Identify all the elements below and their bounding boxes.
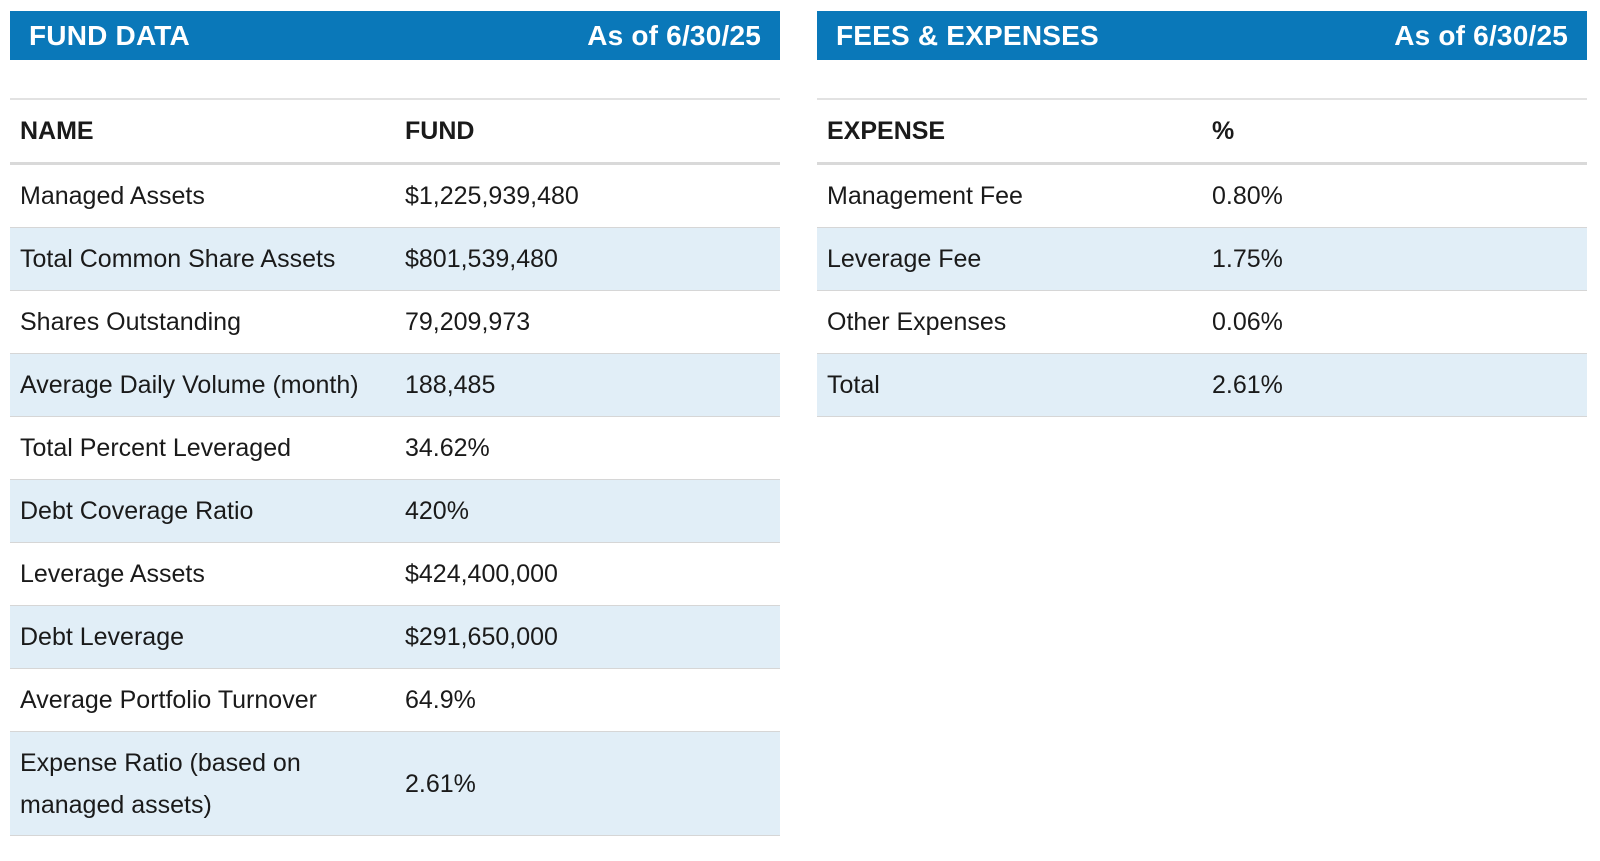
row-label: Average Daily Volume (month) (10, 353, 395, 417)
table-header-row: NAME FUND (10, 99, 780, 165)
row-label: Average Portfolio Turnover (10, 668, 395, 732)
row-label: Total Percent Leveraged (10, 416, 395, 480)
row-value: 2.61% (1202, 353, 1587, 417)
table-row: Total Common Share Assets $801,539,480 (10, 227, 780, 291)
row-value: 79,209,973 (395, 290, 780, 354)
fund-data-panel: FUND DATA As of 6/30/25 NAME FUND Manage… (10, 11, 780, 836)
fund-data-header: FUND DATA As of 6/30/25 (10, 11, 780, 60)
fund-data-as-of: As of 6/30/25 (587, 19, 761, 51)
fees-expenses-as-of: As of 6/30/25 (1394, 19, 1568, 51)
row-value: $291,650,000 (395, 605, 780, 669)
row-value: 34.62% (395, 416, 780, 480)
table-row: Expense Ratio (based on managed assets) … (10, 731, 780, 836)
table-row: Managed Assets $1,225,939,480 (10, 163, 780, 228)
table-row: Shares Outstanding 79,209,973 (10, 290, 780, 354)
row-label: Leverage Assets (10, 542, 395, 606)
table-row: Leverage Assets $424,400,000 (10, 542, 780, 606)
row-value: $1,225,939,480 (395, 163, 780, 228)
fund-data-title: FUND DATA (29, 19, 190, 51)
row-value: 2.61% (395, 731, 780, 836)
row-label: Total (817, 353, 1202, 417)
row-label: Total Common Share Assets (10, 227, 395, 291)
table-row: Average Portfolio Turnover 64.9% (10, 668, 780, 732)
table-row: Debt Leverage $291,650,000 (10, 605, 780, 669)
table-row: Management Fee 0.80% (817, 163, 1587, 228)
row-label: Managed Assets (10, 163, 395, 228)
column-header-percent: % (1202, 99, 1587, 165)
row-value: 64.9% (395, 668, 780, 732)
fees-expenses-panel: FEES & EXPENSES As of 6/30/25 EXPENSE % … (817, 11, 1587, 417)
table-row: Other Expenses 0.06% (817, 290, 1587, 354)
row-value: 420% (395, 479, 780, 543)
row-value: 1.75% (1202, 227, 1587, 291)
row-label: Debt Leverage (10, 605, 395, 669)
row-label: Shares Outstanding (10, 290, 395, 354)
row-value: $801,539,480 (395, 227, 780, 291)
row-value: $424,400,000 (395, 542, 780, 606)
row-label: Management Fee (817, 163, 1202, 228)
fees-expenses-table: EXPENSE % Management Fee 0.80% Leverage … (817, 98, 1587, 417)
table-row: Average Daily Volume (month) 188,485 (10, 353, 780, 417)
row-value: 0.80% (1202, 163, 1587, 228)
row-label: Leverage Fee (817, 227, 1202, 291)
table-row: Leverage Fee 1.75% (817, 227, 1587, 291)
row-label: Debt Coverage Ratio (10, 479, 395, 543)
table-row: Total Percent Leveraged 34.62% (10, 416, 780, 480)
table-header-row: EXPENSE % (817, 99, 1587, 165)
row-label: Expense Ratio (based on managed assets) (10, 731, 395, 836)
column-header-fund: FUND (395, 99, 780, 165)
row-label: Other Expenses (817, 290, 1202, 354)
column-header-expense: EXPENSE (817, 99, 1202, 165)
table-row: Debt Coverage Ratio 420% (10, 479, 780, 543)
fees-expenses-header: FEES & EXPENSES As of 6/30/25 (817, 11, 1587, 60)
fund-data-table: NAME FUND Managed Assets $1,225,939,480 … (10, 98, 780, 836)
table-row: Total 2.61% (817, 353, 1587, 417)
fees-expenses-title: FEES & EXPENSES (836, 19, 1099, 51)
row-value: 188,485 (395, 353, 780, 417)
column-header-name: NAME (10, 99, 395, 165)
row-value: 0.06% (1202, 290, 1587, 354)
